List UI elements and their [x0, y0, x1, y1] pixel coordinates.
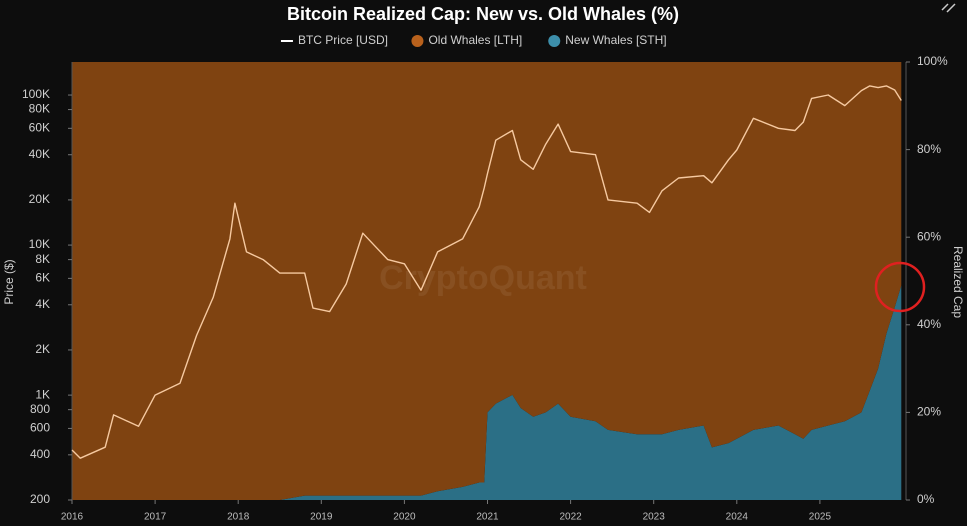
y2-tick-label: 0% [917, 492, 935, 506]
y-tick-label: 6K [35, 271, 50, 285]
y2-tick-label: 80% [917, 142, 941, 156]
price-line [71, 85, 902, 459]
x-tick-label: 2023 [643, 512, 666, 523]
x-tick-label: 2017 [144, 512, 167, 523]
highlight-circle [874, 261, 926, 313]
x-tick-label: 2016 [61, 512, 84, 523]
y-tick-label: 8K [35, 252, 50, 266]
area [72, 285, 902, 500]
y-tick-label: 100K [22, 87, 50, 101]
y-tick-label: 600 [30, 421, 50, 435]
x-tick-label: 2018 [227, 512, 250, 523]
y2-axis-label: Realized Cap [951, 246, 965, 318]
y-axis-label: Price ($) [2, 259, 16, 304]
x-tick-label: 2020 [393, 512, 416, 523]
legend-label: BTC Price [USD] [298, 33, 388, 47]
legend-label: New Whales [STH] [565, 33, 666, 47]
legend-swatch [411, 35, 424, 47]
y-tick-label: 10K [29, 237, 50, 251]
y-tick-label: 20K [29, 192, 50, 206]
y-tick-label: 2K [35, 342, 50, 356]
y2-tick-label: 40% [917, 317, 941, 331]
y-tick-label: 1K [35, 387, 50, 401]
legend-swatch [548, 35, 561, 47]
y-tick-label: 200 [30, 492, 50, 506]
y2-tick-label: 100% [917, 54, 948, 68]
y-tick-label: 40K [29, 147, 50, 161]
chart-title: Bitcoin Realized Cap: New vs. Old Whales… [287, 4, 679, 24]
plot-area: CryptoQuant [71, 62, 907, 500]
y2-tick-label: 60% [917, 229, 941, 243]
y2-tick-label: 20% [917, 405, 941, 419]
y-tick-label: 60K [29, 120, 50, 134]
y-tick-label: 80K [29, 102, 50, 116]
y-tick-label: 800 [30, 402, 50, 416]
legend-label: Old Whales [LTH] [428, 33, 522, 47]
x-tick-label: 2024 [726, 512, 749, 523]
corner-icon [941, 3, 956, 13]
y-tick-label: 4K [35, 297, 50, 311]
watermark: CryptoQuant [379, 259, 587, 297]
area [72, 62, 902, 500]
x-tick-label: 2019 [310, 512, 333, 523]
x-tick-label: 2021 [476, 512, 499, 523]
x-tick-label: 2022 [559, 512, 582, 523]
x-tick-label: 2025 [809, 512, 832, 523]
legend: BTC Price [USD] Old Whales [LTH] New Whale… [280, 33, 667, 47]
y-tick-label: 400 [30, 447, 50, 461]
